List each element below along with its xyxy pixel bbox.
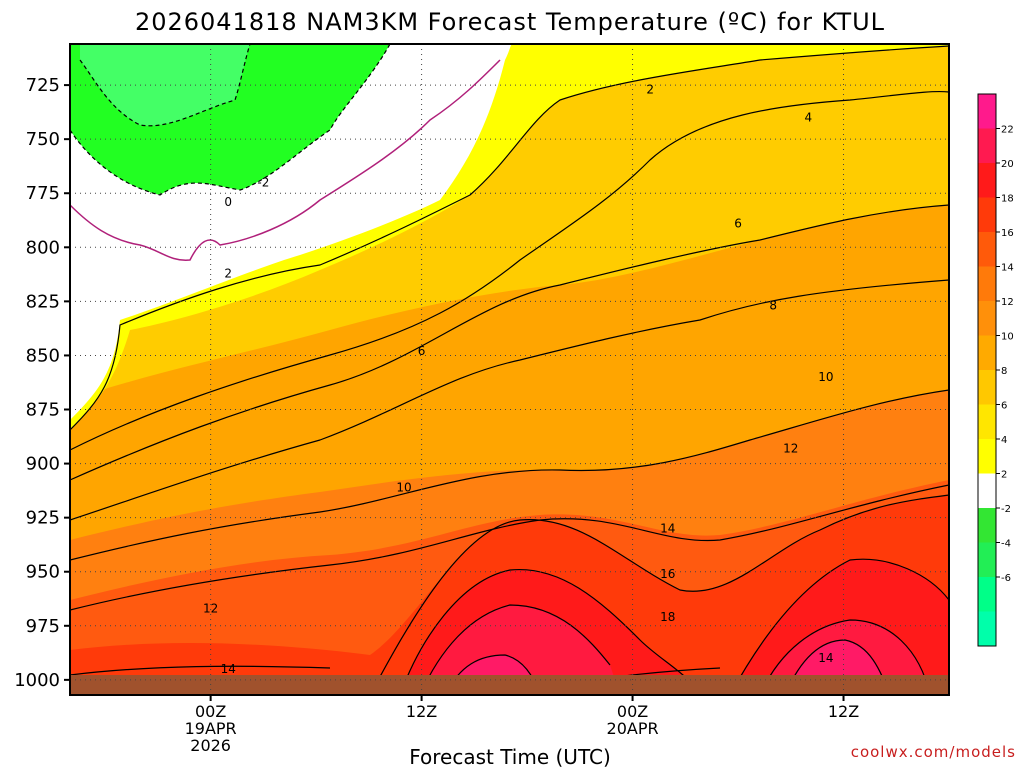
colorbar-swatch <box>978 611 996 647</box>
contour-line-16 <box>399 558 949 695</box>
contour-line-10 <box>70 389 949 561</box>
colorbar-tick-label: 4 <box>1001 435 1007 446</box>
contour-line-6 <box>70 204 949 481</box>
colorbar-tick-label: 22 <box>1001 125 1014 136</box>
colorbar-swatch <box>978 577 996 612</box>
contour-line-4 <box>70 90 949 451</box>
y-tick-label: 825 <box>26 291 60 312</box>
contour-lines <box>70 45 949 695</box>
contour-label: 14 <box>818 651 833 665</box>
colorbar-swatch <box>978 128 996 164</box>
colorbar-tick-label: 6 <box>1001 401 1007 412</box>
y-tick-label: 725 <box>26 75 60 96</box>
y-tick-label: 950 <box>26 562 60 583</box>
contour-label: 10 <box>396 480 411 494</box>
colorbar-swatch <box>978 335 996 371</box>
y-tick-label: 850 <box>26 345 60 366</box>
contour-label: 14 <box>660 521 675 535</box>
ground-strip <box>70 675 949 695</box>
contour-fill-layer <box>70 44 949 695</box>
colorbar-swatch <box>978 542 996 578</box>
y-tick-label: 900 <box>26 454 60 475</box>
y-tick-label: 875 <box>26 400 60 421</box>
colorbar-tick-label: -6 <box>1001 573 1011 584</box>
colorbar-swatch <box>978 94 996 129</box>
contour-label: 8 <box>769 299 777 313</box>
y-tick-label: 975 <box>26 616 60 637</box>
colorbar-swatch <box>978 404 996 440</box>
contour-label: 10 <box>818 370 833 384</box>
colorbar-tick-label: -4 <box>1001 539 1011 550</box>
colorbar-swatch <box>978 266 996 302</box>
contour-label: 2 <box>224 266 232 280</box>
contour-line-18 <box>419 604 931 695</box>
x-axis-label: Forecast Time (UTC) <box>409 745 611 768</box>
y-tick-label: 925 <box>26 508 60 529</box>
x-tick-label: 12Z <box>828 702 859 721</box>
x-tick-label: 12Z <box>406 702 437 721</box>
contour-line-14 <box>369 494 949 695</box>
x-axis: 00Z19APR202612Z00Z20APR12Z00Z21APR <box>185 695 859 755</box>
colorbar-swatch <box>978 163 996 198</box>
y-tick-label: 1000 <box>14 670 60 691</box>
colorbar-tick-label: 18 <box>1001 194 1014 205</box>
negative-contour-lines <box>70 44 391 196</box>
y-tick-label: 775 <box>26 183 60 204</box>
colorbar-tick-label: -2 <box>1001 504 1011 515</box>
x-tick-label: 00Z <box>195 702 226 721</box>
colorbar-tick-label: 8 <box>1001 366 1007 377</box>
contour-label: 4 <box>805 111 813 125</box>
contour-label: 6 <box>418 344 426 358</box>
colorbar-swatch <box>978 197 996 233</box>
y-axis: 725 750 775 800 825 850 875 900 925 950 975 1000 <box>14 75 70 691</box>
chart-title: 2026041818 NAM3KM Forecast Temperature (… <box>135 8 885 36</box>
contour-label: 16 <box>660 567 675 581</box>
colorbar-swatch <box>978 301 996 336</box>
contour-label: 0 <box>224 195 232 209</box>
y-tick-label: 800 <box>26 237 60 258</box>
credit-link[interactable]: coolwx.com/models <box>851 743 1016 761</box>
colorbar-swatch <box>978 473 996 509</box>
contour-line-2-lower <box>70 45 949 431</box>
x-tick-label: 2026 <box>190 736 231 755</box>
contour-line-minus2 <box>70 44 391 196</box>
colorbar-swatch <box>978 439 996 474</box>
x-tick-label: 20APR <box>607 719 659 738</box>
contour-label: -2 <box>257 175 269 189</box>
contour-line-zero <box>70 59 501 261</box>
contour-line-8 <box>70 279 949 521</box>
colorbar-tick-label: 2 <box>1001 470 1007 481</box>
y-tick-label: 750 <box>26 129 60 150</box>
contour-label: 6 <box>734 217 742 231</box>
x-tick-label: 19APR <box>185 719 237 738</box>
colorbar-swatch <box>978 232 996 267</box>
colorbar-swatch <box>978 370 996 405</box>
colorbar-tick-label: 16 <box>1001 228 1014 239</box>
colorbar-swatch <box>978 508 996 543</box>
x-tick-label: 00Z <box>617 702 648 721</box>
plot-frame <box>69 43 950 696</box>
colorbar: 22 20 18 16 14 12 10 8 6 4 2 -2 -4 -6 <box>977 93 1014 647</box>
colorbar-tick-label: 14 <box>1001 263 1014 274</box>
contour-label: 12 <box>203 601 218 615</box>
colorbar-tick-label: 10 <box>1001 332 1014 343</box>
contour-label: 12 <box>783 441 798 455</box>
contour-label: 18 <box>660 610 675 624</box>
colorbar-tick-label: 20 <box>1001 159 1014 170</box>
contour-label: 14 <box>221 662 236 676</box>
grid-lines <box>70 44 949 695</box>
contour-line-minus4 <box>79 44 251 127</box>
contour-label: 2 <box>646 82 654 96</box>
colorbar-tick-label: 12 <box>1001 297 1014 308</box>
